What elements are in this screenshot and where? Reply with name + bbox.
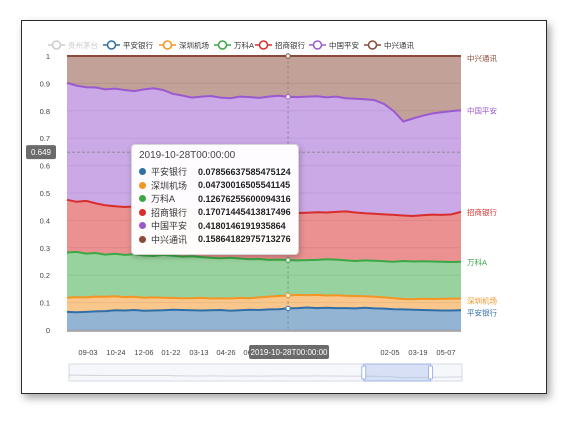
tooltip-series-name: 平安银行: [151, 167, 188, 178]
legend-item-pingan-bank[interactable]: 平安银行: [103, 40, 153, 50]
legend-marker: [106, 40, 117, 50]
legend-label: 中兴通讯: [384, 40, 414, 50]
x-pointer-label: 2019-10-28T00:00:00: [251, 348, 329, 357]
tooltip-series-value: 0.04730016505541145: [198, 180, 291, 191]
area-zte: [67, 56, 461, 122]
x-tick-label: 05-07: [436, 348, 455, 357]
tooltip-series-value: 0.15864182975713276: [198, 234, 291, 245]
legend-item-shenzhen-airport[interactable]: 深圳机场: [159, 40, 209, 50]
legend-label: 招商银行: [275, 40, 305, 50]
tooltip-series-name: 招商银行: [151, 207, 188, 218]
x-tick-label: 09-03: [78, 348, 97, 357]
zoom-handle-right[interactable]: [428, 365, 434, 380]
tooltip-series-name: 中国平安: [151, 221, 188, 232]
y-pointer-label: 0.649: [31, 148, 52, 157]
legend-item-zte[interactable]: 中兴通讯: [364, 40, 414, 50]
tooltip-row: 平安银行 0.07856637585475124: [139, 165, 291, 179]
legend-label: 中国平安: [329, 40, 359, 50]
y-tick-label: 0.1: [40, 299, 50, 308]
end-label-vanke-a: 万科A: [467, 257, 487, 267]
line-pingan-bank: [66, 306, 462, 314]
series-dot-icon: [139, 208, 146, 216]
x-tick-label: 04-26: [216, 348, 235, 357]
series-end-labels: 平安银行 深圳机场 万科A 招商银行 中国平安 中兴通讯: [467, 53, 497, 317]
tooltip-series-value: 0.12676255600094316: [198, 193, 291, 204]
legend-marker: [51, 40, 62, 50]
legend-marker: [312, 40, 323, 50]
x-tick-label: 01-22: [161, 348, 180, 357]
y-tick-label: 0.3: [40, 244, 50, 253]
y-pointer-label-box: [26, 145, 56, 160]
x-tick-label: 03-13: [189, 348, 208, 357]
legend-label: 万科A: [234, 40, 254, 50]
series-dot-icon: [139, 235, 146, 243]
end-label-ping-an: 中国平安: [467, 105, 497, 115]
tooltip-series-value: 0.07856637585475124: [198, 166, 291, 177]
y-axis: 0 0.1 0.2 0.3 0.4 0.5 0.6 0.7 0.8 0.9 1: [40, 52, 50, 335]
x-tick-label: 03-19: [408, 348, 427, 357]
tooltip-series-value: 0.4180146191935864: [198, 220, 286, 231]
y-tick-label: 0.6: [40, 162, 50, 171]
area-pingan-bank: [67, 307, 461, 330]
legend-marker: [367, 40, 378, 50]
y-tick-label: 0.9: [40, 79, 50, 88]
y-tick-label: 0.5: [40, 189, 50, 198]
chart-tooltip: 2019-10-28T00:00:00 平安银行 0.07856637585475…: [131, 144, 299, 255]
zoom-selection[interactable]: [363, 363, 432, 382]
tooltip-series-name: 万科A: [151, 194, 176, 205]
legend-label: 深圳机场: [179, 40, 209, 50]
area-vanke-a: [67, 251, 461, 300]
y-tick-label: 0.4: [40, 216, 50, 225]
pointer-point: [285, 292, 291, 299]
tooltip-series-name: 中兴通讯: [151, 234, 188, 245]
end-label-cmb: 招商银行: [467, 207, 497, 217]
end-label-pingan-bank: 平安银行: [467, 307, 497, 317]
line-ping-an: [66, 81, 462, 123]
legend-marker: [258, 40, 269, 50]
x-tick-label: 02-05: [380, 348, 399, 357]
tooltip-rows: 平安银行 0.07856637585475124 深圳机场 0.04730016505…: [139, 165, 291, 246]
legend-marker: [162, 40, 173, 50]
tooltip-row: 中兴通讯 0.15864182975713276: [139, 233, 291, 247]
legend-label: 平安银行: [123, 40, 153, 50]
pointer-point: [285, 53, 291, 59]
pointer-point: [285, 257, 291, 263]
y-tick-label: 0.7: [40, 134, 50, 143]
tooltip-series-value: 0.17071445413817496: [198, 207, 291, 218]
series-dot-icon: [139, 222, 146, 230]
zoom-shadow-line: [68, 374, 462, 379]
tooltip-row: 万科A 0.12676255600094316: [139, 192, 291, 206]
tooltip-row: 中国平安 0.4180146191935864: [139, 219, 291, 233]
legend-item-cmb[interactable]: 招商银行: [255, 40, 305, 50]
zoom-handle-left[interactable]: [361, 365, 367, 380]
chart-legend: 贵州茅台 平安银行 深圳机场 万科A 招商银行 中国平安 中兴通讯: [48, 40, 414, 50]
y-tick-label: 0.8: [40, 107, 50, 116]
legend-item-vanke-a[interactable]: 万科A: [214, 40, 254, 50]
tooltip-row: 招商银行 0.17071445413817496: [139, 206, 291, 220]
series-dot-icon: [139, 195, 146, 203]
series-dot-icon: [139, 181, 146, 189]
legend-label: 贵州茅台: [68, 40, 98, 50]
tooltip-title: 2019-10-28T00:00:00: [139, 150, 236, 161]
x-axis: 09-0310-2412-0601-2203-1304-2606-1407-29…: [67, 330, 461, 359]
end-label-shenzhen-airport: 深圳机场: [467, 295, 497, 305]
datazoom-slider[interactable]: [68, 363, 463, 382]
pointer-point: [285, 305, 291, 312]
legend-item-guizhou-moutai[interactable]: 贵州茅台: [48, 40, 98, 50]
series-dot-icon: [139, 168, 146, 176]
y-tick-label: 1: [46, 52, 50, 61]
end-label-zte: 中兴通讯: [467, 53, 497, 63]
tooltip-row: 深圳机场 0.04730016505541145: [139, 179, 291, 193]
legend-item-ping-an[interactable]: 中国平安: [309, 40, 359, 50]
line-shenzhen-airport: [66, 293, 462, 301]
y-tick-label: 0: [46, 326, 50, 335]
x-pointer-label-box: [249, 345, 330, 359]
tooltip-series-name: 深圳机场: [151, 180, 188, 191]
pointer-point: [285, 94, 291, 100]
x-tick-label: 12-06: [134, 348, 153, 357]
legend-marker: [217, 40, 228, 50]
y-tick-label: 0.2: [40, 271, 50, 280]
x-tick-label: 10-24: [106, 348, 125, 357]
